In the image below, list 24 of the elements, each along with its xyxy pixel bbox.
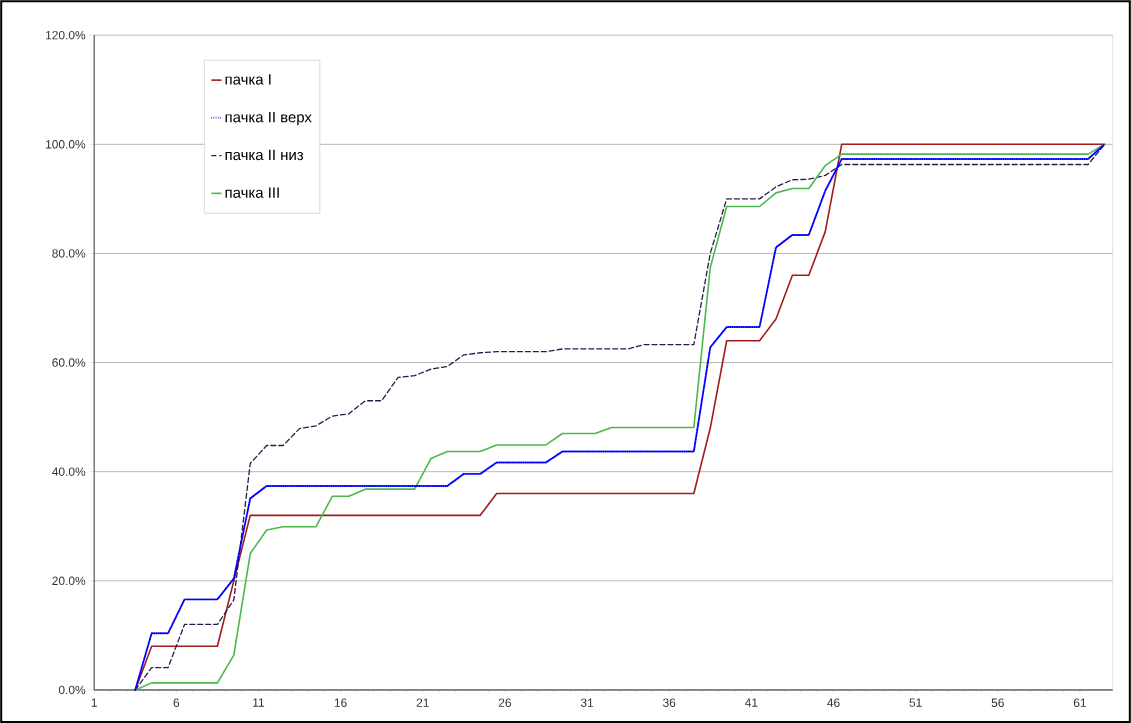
legend-label: пачка III: [225, 187, 279, 198]
x-tick-label: 61: [1073, 698, 1086, 707]
x-tick-label: 41: [744, 698, 758, 707]
x-tick-label: 51: [909, 698, 922, 707]
legend-label: пачка II низ: [225, 149, 304, 161]
x-tick-label: 21: [416, 698, 429, 707]
x-tick-label: 31: [580, 698, 594, 707]
y-tick-label: 60.0%: [52, 358, 86, 367]
y-tick-label: 40.0%: [52, 467, 86, 476]
x-tick-label: 16: [334, 698, 347, 707]
y-tick-label: 120.0%: [46, 30, 86, 40]
x-tick-label: 11: [253, 698, 265, 707]
x-tick-label: 1: [91, 698, 97, 707]
y-tick-label: 80.0%: [52, 249, 86, 258]
y-tick-label: 20.0%: [52, 576, 86, 585]
x-tick-label: 46: [827, 698, 840, 707]
y-tick-label: 100.0%: [46, 140, 86, 149]
x-tick-label: 56: [991, 698, 1004, 707]
x-tick-label: 36: [663, 698, 676, 707]
x-tick-label: 6: [173, 698, 180, 707]
x-tick-label: 26: [498, 698, 512, 707]
legend-label: пачка I: [225, 74, 271, 85]
y-tick-label: 0.0%: [58, 685, 86, 695]
legend-label: пачка II верх: [225, 111, 312, 126]
